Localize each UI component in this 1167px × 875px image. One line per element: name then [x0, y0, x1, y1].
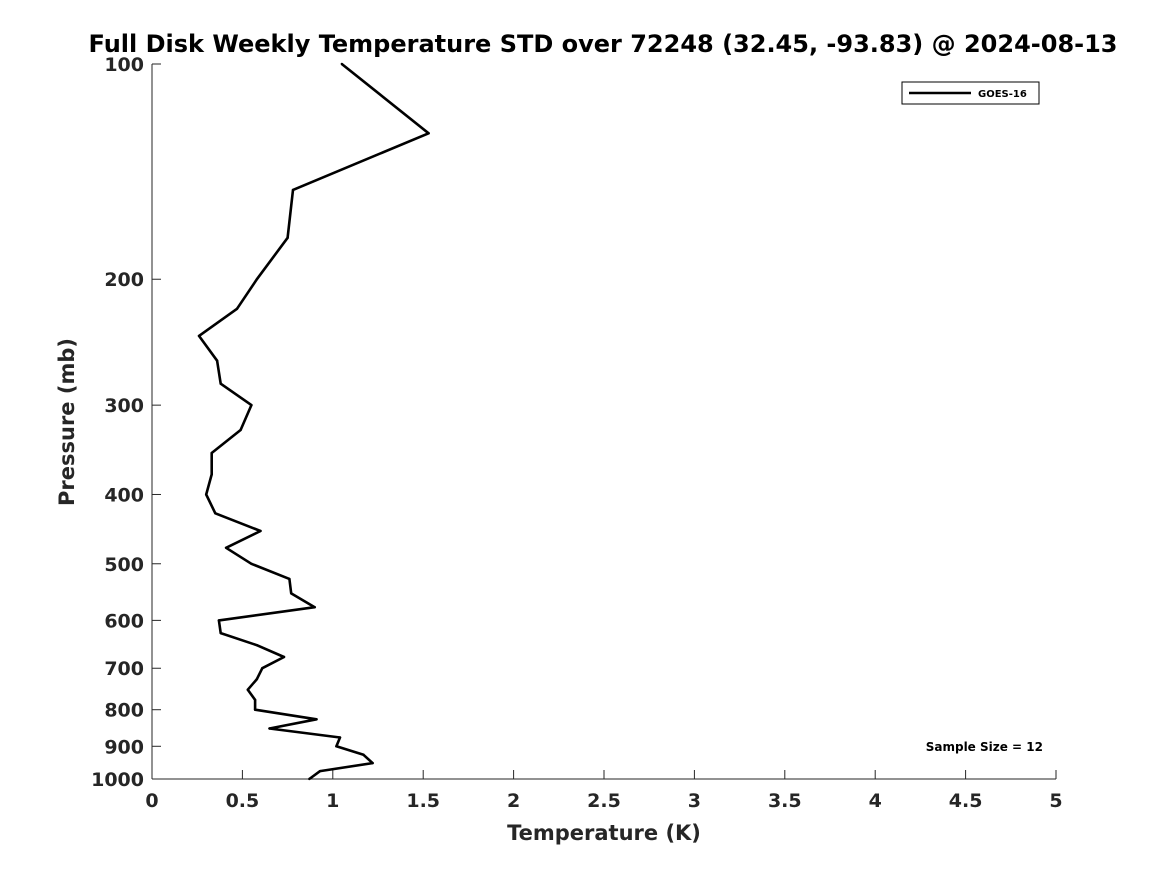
data-point — [224, 546, 228, 549]
data-point — [214, 512, 217, 515]
data-point — [335, 745, 338, 748]
data-point — [246, 688, 249, 691]
data-point — [253, 708, 257, 711]
x-tick-label: 1.5 — [406, 790, 440, 812]
y-tick-label: 900 — [104, 736, 144, 758]
data-point — [340, 62, 343, 66]
legend: GOES-16 — [901, 81, 1040, 105]
data-point — [255, 278, 259, 281]
data-point — [250, 562, 253, 565]
y-tick-label: 800 — [104, 700, 144, 722]
x-tick-label: 3.5 — [768, 790, 802, 812]
data-point — [290, 592, 293, 595]
y-ticks: 100 200 300 400 500 600 700 800 900 1000 — [91, 54, 161, 791]
y-tick-label: 500 — [104, 554, 144, 576]
y-tick-label: 200 — [104, 269, 144, 291]
data-point — [282, 655, 286, 659]
series-group — [197, 62, 430, 781]
data-point — [210, 451, 213, 455]
y-tick-label: 1000 — [91, 769, 144, 791]
data-point — [286, 236, 289, 239]
data-point — [250, 403, 253, 407]
data-point — [318, 769, 322, 773]
data-point — [371, 761, 374, 765]
data-point — [255, 677, 259, 681]
data-point — [308, 777, 311, 781]
data-point — [259, 529, 262, 533]
y-tick-label: 700 — [104, 658, 144, 680]
legend-label-goes-16: GOES-16 — [978, 89, 1027, 100]
data-point — [217, 619, 221, 622]
data-point — [197, 334, 201, 338]
data-point — [235, 307, 239, 310]
x-tick-label: 2 — [507, 790, 520, 812]
data-point — [362, 753, 365, 756]
data-point — [205, 493, 208, 496]
data-point — [255, 644, 259, 647]
y-tick-label: 300 — [104, 395, 144, 417]
y-tick-label: 400 — [104, 484, 144, 506]
data-point — [215, 359, 219, 362]
data-point — [315, 718, 318, 721]
x-ticks: 0 0.5 1 1.5 2 2.5 3 3.5 4 4.5 5 — [145, 770, 1063, 812]
x-tick-label: 2.5 — [587, 790, 621, 812]
x-axis-label: Temperature (K) — [507, 821, 701, 845]
data-point — [219, 382, 222, 385]
data-point — [253, 698, 257, 702]
data-point — [288, 577, 291, 581]
sample-size-annotation: Sample Size = 12 — [926, 740, 1043, 754]
data-point — [338, 736, 342, 739]
y-tick-label: 600 — [104, 610, 144, 632]
x-tick-label: 4 — [869, 790, 882, 812]
axes — [151, 64, 1056, 780]
series-line-goes-16 — [197, 62, 430, 781]
x-tick-label: 0 — [145, 790, 158, 812]
data-point — [427, 132, 430, 135]
data-point — [261, 667, 264, 670]
x-tick-label: 4.5 — [949, 790, 983, 812]
chart-title: Full Disk Weekly Temperature STD over 72… — [89, 30, 1118, 58]
y-axis-label: Pressure (mb) — [55, 338, 79, 506]
x-tick-label: 3 — [688, 790, 701, 812]
data-point — [313, 606, 316, 609]
y-tick-label: 100 — [104, 54, 144, 76]
x-tick-label: 0.5 — [226, 790, 260, 812]
data-point — [268, 727, 271, 730]
x-tick-label: 5 — [1049, 790, 1062, 812]
data-point — [219, 631, 222, 635]
data-point — [291, 188, 295, 192]
data-point — [210, 473, 213, 476]
data-point — [239, 428, 242, 432]
x-tick-label: 1 — [326, 790, 339, 812]
